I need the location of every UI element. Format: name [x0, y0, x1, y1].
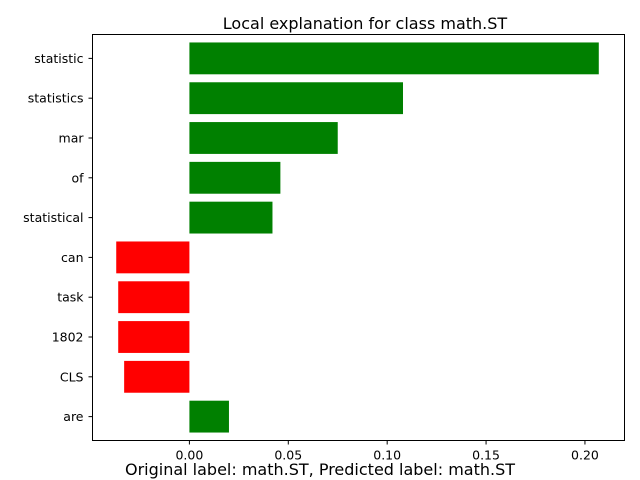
bars-group	[116, 42, 599, 433]
y-tick-label: mar	[59, 130, 85, 145]
y-tick-label: task	[57, 290, 84, 305]
x-tick-label: 0.05	[274, 448, 302, 463]
chart-title: Local explanation for class math.ST	[223, 14, 508, 33]
y-tick-label: 1802	[52, 330, 84, 345]
y-tick-label: are	[63, 409, 84, 424]
x-tick-label: 0.00	[175, 448, 203, 463]
y-tick-label: can	[61, 250, 83, 265]
x-tick-label: 0.20	[571, 448, 599, 463]
bar-of	[189, 161, 281, 194]
y-tick-label: CLS	[60, 369, 84, 384]
y-tick-label: statistic	[34, 51, 83, 66]
x-axis-ticks: 0.00 0.05 0.10 0.15 0.20	[175, 440, 599, 463]
bar-statistical	[189, 201, 273, 234]
y-tick-label: statistical	[23, 210, 83, 225]
bar-1802	[118, 321, 190, 353]
bar-are	[189, 400, 229, 433]
x-tick-label: 0.10	[373, 448, 401, 463]
chart-caption: Original label: math.ST, Predicted label…	[125, 460, 515, 479]
y-tick-label: statistics	[28, 91, 84, 106]
bar-can	[116, 241, 190, 274]
y-tick-label: of	[71, 170, 84, 185]
bar-task	[118, 281, 190, 314]
x-tick-label: 0.15	[472, 448, 500, 463]
y-axis-ticks: statistic statistics mar of statistical can ta…	[23, 51, 93, 424]
bar-statistics	[189, 82, 403, 115]
bar-statistic	[189, 42, 599, 75]
plot-frame	[92, 34, 625, 441]
bar-mar	[189, 122, 338, 154]
bar-CLS	[124, 360, 190, 393]
